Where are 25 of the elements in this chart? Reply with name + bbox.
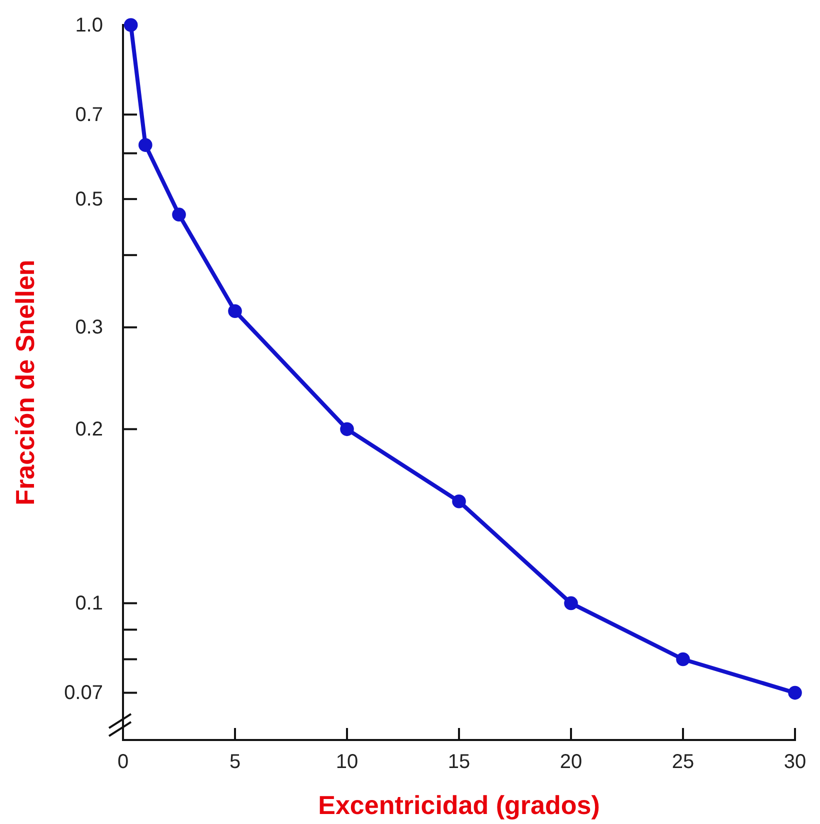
point	[788, 686, 802, 700]
x-axis-title: Excentricidad (grados)	[318, 790, 600, 820]
x-tick-label: 10	[336, 751, 358, 773]
y-tick-label: 1.0	[75, 14, 103, 36]
point	[228, 304, 242, 318]
y-tick-label: 0.3	[75, 316, 103, 339]
y-tick-label: 0.1	[75, 592, 103, 615]
x-tick-label: 30	[784, 751, 806, 773]
point	[452, 494, 466, 508]
x-tick-label: 25	[672, 751, 694, 773]
point	[124, 18, 138, 32]
point	[138, 138, 152, 152]
x-tick-label: 5	[229, 751, 241, 773]
y-tick-label: 0.7	[75, 104, 103, 126]
point	[172, 208, 186, 222]
x-tick-label: 20	[560, 751, 582, 773]
point	[564, 596, 578, 610]
y-tick-label: 0.07	[64, 682, 103, 704]
y-tick-label: 0.5	[75, 188, 103, 210]
x-tick-label: 15	[448, 751, 470, 773]
y-axis-title: Fracción de Snellen	[10, 260, 40, 506]
point	[340, 422, 354, 436]
point	[676, 652, 690, 666]
x-tick-label: 0	[117, 751, 129, 773]
y-tick-label: 0.2	[75, 418, 103, 441]
